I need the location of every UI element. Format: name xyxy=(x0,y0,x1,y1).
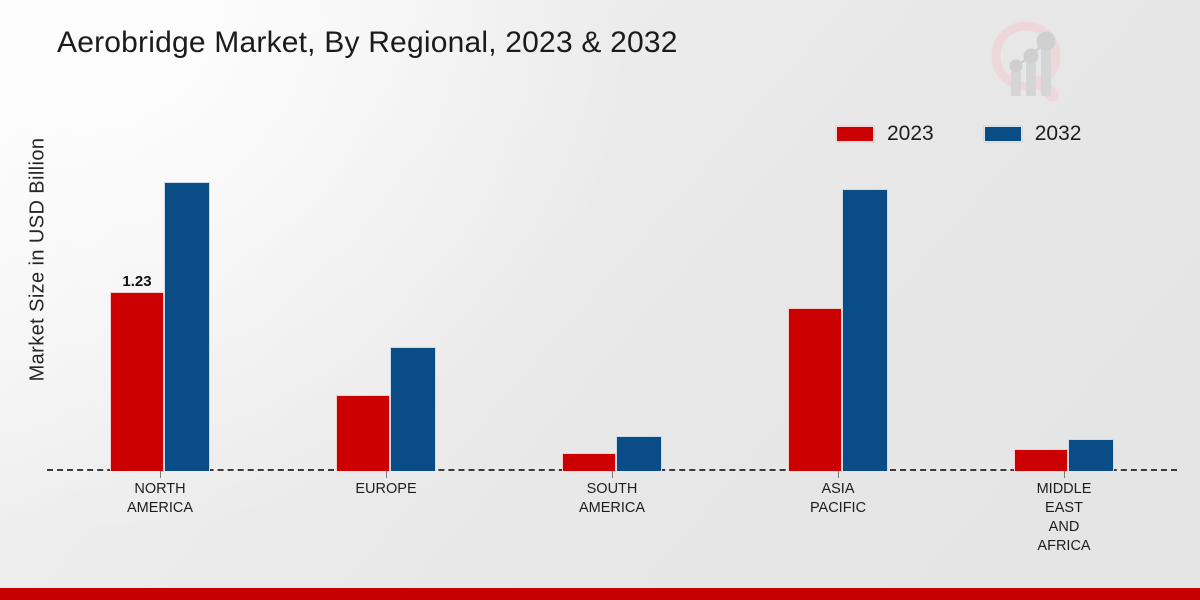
bar-group: 1.23 NORTH AMERICA xyxy=(47,150,273,516)
category-label-line: AFRICA xyxy=(1037,538,1091,554)
category-label-line: NORTH xyxy=(134,481,186,497)
x-axis-category-label: EUROPE xyxy=(355,480,416,499)
bar-2032-middle-east-and-africa[interactable] xyxy=(1068,439,1114,471)
bar-group-bars xyxy=(499,150,725,471)
bar-2023-north-america[interactable]: 1.23 xyxy=(110,273,164,471)
x-axis-tick xyxy=(386,471,387,478)
bar-group: ASIA PACIFIC xyxy=(725,150,951,516)
category-label-line: SOUTH xyxy=(586,481,638,497)
category-label-line: MIDDLE xyxy=(1036,481,1092,497)
category-label-line: AND xyxy=(1048,519,1080,535)
footer-band xyxy=(0,588,1200,600)
category-label-line: AMERICA xyxy=(126,500,194,516)
x-axis-tick xyxy=(838,471,839,478)
legend-label-2023: 2023 xyxy=(887,122,934,145)
category-label-line: ASIA xyxy=(821,481,855,497)
category-label-line: EAST xyxy=(1045,500,1083,516)
bar-group-bars xyxy=(951,150,1177,471)
legend-label-2032: 2032 xyxy=(1034,122,1082,145)
x-axis-tick xyxy=(1064,471,1065,478)
bar-2023-europe[interactable] xyxy=(336,395,390,471)
bar-group-bars xyxy=(273,150,499,471)
category-label-line: EUROPE xyxy=(355,481,417,497)
bar-group: SOUTH AMERICA xyxy=(499,150,725,516)
legend-item-2032[interactable]: 2032 xyxy=(983,122,1082,146)
legend-swatch-blue-icon xyxy=(983,126,1022,142)
bar-group: EUROPE xyxy=(273,150,499,497)
bar-2032-europe[interactable] xyxy=(390,347,436,471)
legend-swatch-red-icon xyxy=(836,126,874,142)
chart-title: Aerobridge Market, By Regional, 2023 & 2… xyxy=(57,26,678,59)
bar-2023-south-america[interactable] xyxy=(562,453,616,471)
chart-legend: 2023 2032 xyxy=(836,122,1081,146)
plot-area: 1.23 NORTH AMERICA EUROPE SOUTH AMERICA ASIA PA… xyxy=(47,150,1177,554)
bar-group-bars xyxy=(725,150,951,471)
bar-2032-south-america[interactable] xyxy=(616,436,662,471)
x-axis-category-label: SOUTH AMERICA xyxy=(579,480,645,518)
bar-value-label: 1.23 xyxy=(122,273,152,290)
bar-2023-middle-east-and-africa[interactable] xyxy=(1014,449,1068,471)
x-axis-tick xyxy=(160,471,161,478)
magnifier-bar-chart-logo-icon xyxy=(983,14,1079,106)
bar-2032-north-america[interactable] xyxy=(164,182,210,471)
x-axis-category-label: ASIA PACIFIC xyxy=(810,480,866,518)
x-axis-category-label: MIDDLE EAST AND AFRICA xyxy=(1037,480,1092,556)
bar-group: MIDDLE EAST AND AFRICA xyxy=(951,150,1177,554)
category-label-line: PACIFIC xyxy=(809,500,867,516)
category-label-line: AMERICA xyxy=(578,500,646,516)
bar-2032-asia-pacific[interactable] xyxy=(842,189,888,471)
legend-item-2023[interactable]: 2023 xyxy=(836,122,934,146)
x-axis-tick xyxy=(612,471,613,478)
x-axis-category-label: NORTH AMERICA xyxy=(127,480,193,518)
bar-group-bars: 1.23 xyxy=(47,150,273,471)
bar-2023-asia-pacific[interactable] xyxy=(788,308,842,471)
